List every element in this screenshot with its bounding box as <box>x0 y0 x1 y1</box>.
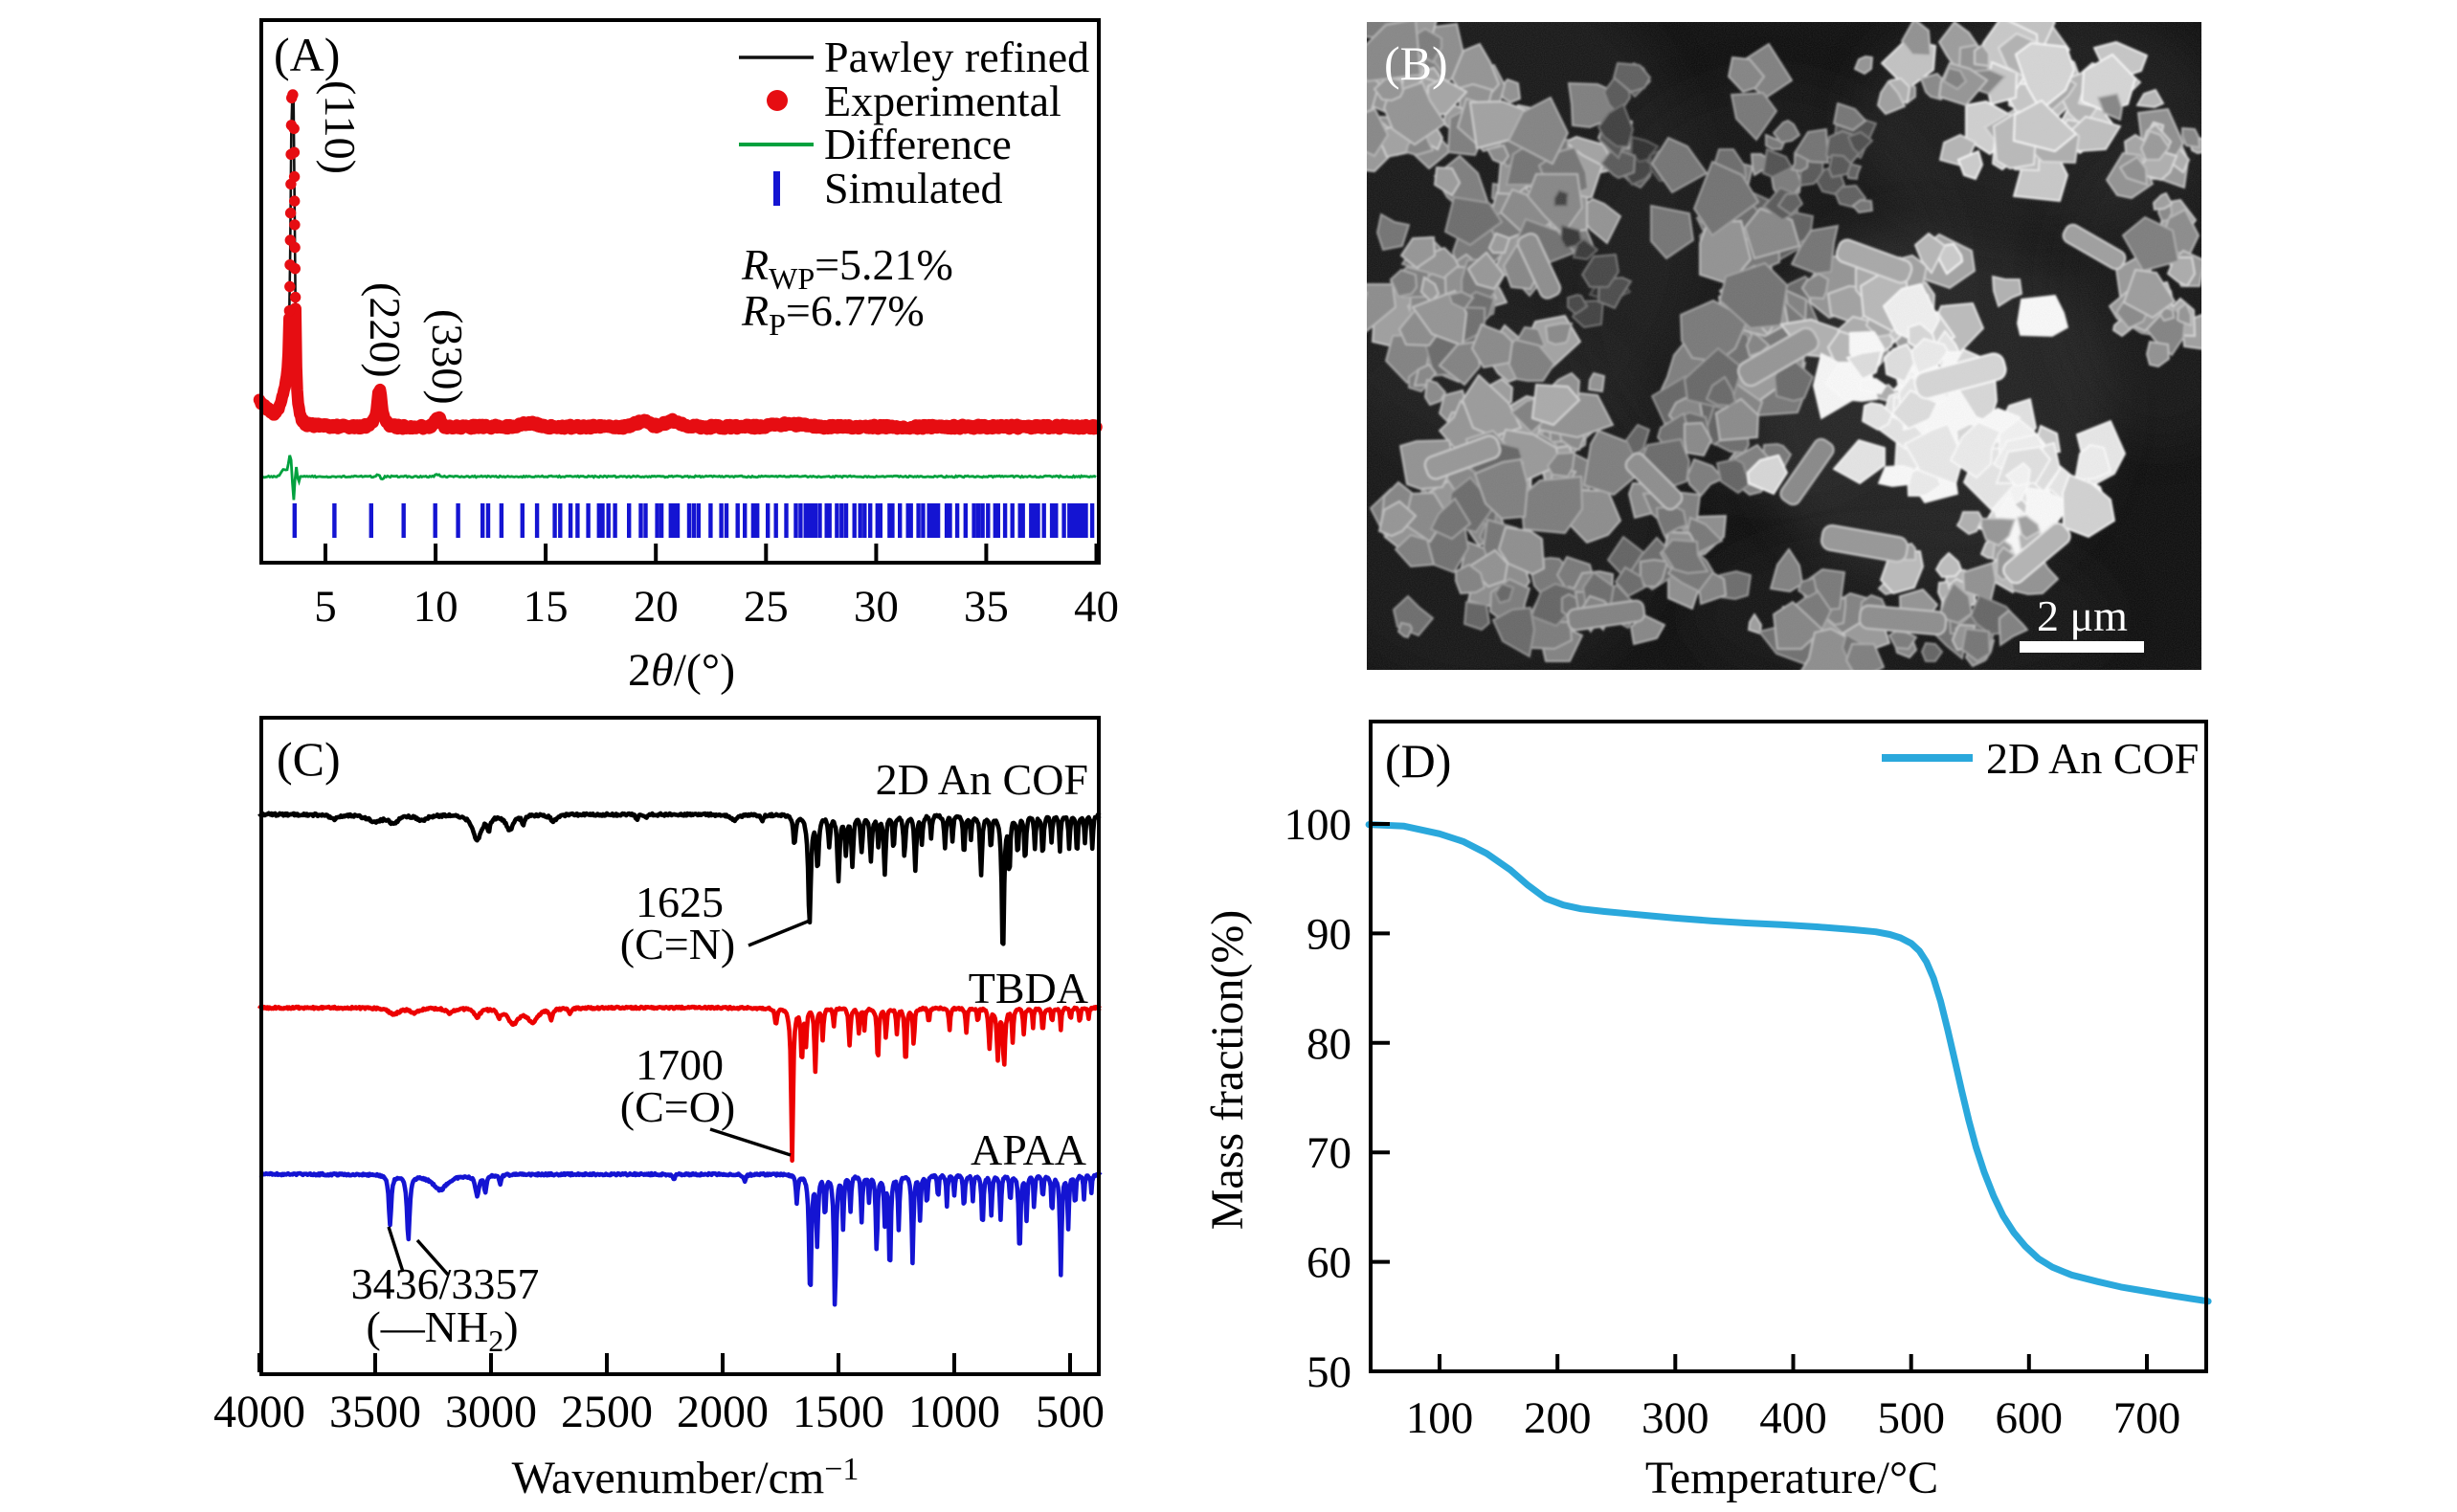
svg-text:100: 100 <box>1406 1393 1474 1443</box>
svg-text:2500: 2500 <box>561 1387 653 1437</box>
svg-text:500: 500 <box>1877 1393 1945 1443</box>
svg-text:3436/3357: 3436/3357 <box>351 1259 540 1308</box>
svg-text:2D An COF: 2D An COF <box>876 755 1088 804</box>
svg-text:40: 40 <box>1074 582 1119 632</box>
svg-text:Simulated: Simulated <box>824 164 1003 212</box>
svg-text:300: 300 <box>1642 1393 1709 1443</box>
svg-text:(A): (A) <box>274 28 340 81</box>
svg-text:20: 20 <box>634 582 679 632</box>
svg-text:2D An COF: 2D An COF <box>1986 734 2199 783</box>
svg-text:(C=O): (C=O) <box>620 1082 735 1131</box>
svg-text:Experimental: Experimental <box>824 77 1061 125</box>
svg-text:700: 700 <box>2113 1393 2181 1443</box>
svg-text:1625: 1625 <box>636 878 724 926</box>
svg-text:(110): (110) <box>316 80 365 174</box>
svg-text:600: 600 <box>1996 1393 2064 1443</box>
svg-text:(220): (220) <box>361 282 410 378</box>
svg-text:50: 50 <box>1307 1347 1351 1397</box>
svg-text:60: 60 <box>1307 1238 1351 1288</box>
svg-text:(B): (B) <box>1384 36 1448 90</box>
svg-text:10: 10 <box>413 582 458 632</box>
svg-text:1500: 1500 <box>793 1387 884 1437</box>
svg-text:200: 200 <box>1524 1393 1592 1443</box>
svg-text:Difference: Difference <box>824 120 1012 168</box>
svg-text:70: 70 <box>1307 1128 1351 1178</box>
svg-text:500: 500 <box>1036 1387 1105 1437</box>
svg-text:15: 15 <box>524 582 569 632</box>
svg-text:2θ/(°): 2θ/(°) <box>628 645 735 696</box>
svg-text:Pawley refined: Pawley refined <box>824 33 1089 81</box>
svg-text:Wavenumber/cm−1: Wavenumber/cm−1 <box>512 1452 860 1503</box>
svg-text:30: 30 <box>854 582 899 632</box>
svg-text:2000: 2000 <box>677 1387 769 1437</box>
svg-text:(C=N): (C=N) <box>620 920 735 968</box>
svg-text:APAA: APAA <box>971 1125 1086 1174</box>
svg-text:(330): (330) <box>423 309 472 405</box>
svg-text:100: 100 <box>1284 800 1352 850</box>
svg-text:(C): (C) <box>277 732 341 786</box>
svg-text:1000: 1000 <box>908 1387 1000 1437</box>
svg-text:90: 90 <box>1307 909 1351 959</box>
svg-text:1700: 1700 <box>636 1040 724 1089</box>
svg-text:(D): (D) <box>1385 734 1451 788</box>
svg-text:RP=6.77%: RP=6.77% <box>741 286 925 342</box>
svg-text:2 μm: 2 μm <box>2037 591 2128 640</box>
svg-text:3000: 3000 <box>445 1387 537 1437</box>
svg-text:400: 400 <box>1759 1393 1827 1443</box>
svg-text:4000: 4000 <box>213 1387 305 1437</box>
svg-text:35: 35 <box>964 582 1009 632</box>
svg-text:3500: 3500 <box>329 1387 421 1437</box>
svg-text:5: 5 <box>314 582 337 632</box>
svg-text:RWP=5.21%: RWP=5.21% <box>741 240 953 296</box>
svg-text:TBDA: TBDA <box>969 964 1088 1012</box>
svg-text:Temperature/°C: Temperature/°C <box>1645 1453 1938 1503</box>
svg-text:25: 25 <box>744 582 789 632</box>
svg-text:80: 80 <box>1307 1019 1351 1069</box>
svg-text:Mass fraction(%): Mass fraction(%) <box>1202 910 1253 1231</box>
